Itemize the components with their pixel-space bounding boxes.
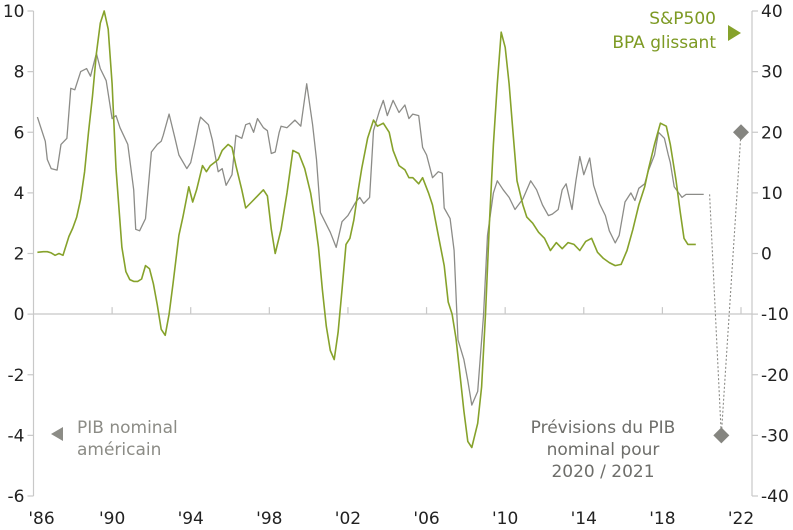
right-tick-label: -30	[761, 426, 789, 446]
legend-sp500-line2: BPA glissant	[612, 33, 716, 53]
right-tick-label: -10	[761, 305, 789, 325]
forecast-label-line1: Prévisions du PIB	[531, 418, 676, 438]
sp500-eps-line	[37, 10, 696, 449]
forecast-layer	[709, 124, 749, 444]
legend-sp500-line1: S&P500	[649, 9, 716, 29]
left-tick-label: 2	[14, 245, 25, 265]
right-tick-label: 10	[761, 184, 783, 204]
x-tick-label: '02	[335, 509, 361, 529]
legend-pib-line2: américain	[77, 440, 161, 460]
x-tick-label: '22	[728, 509, 754, 529]
left-tick-label: 10	[3, 2, 25, 22]
x-tick-label: '94	[178, 509, 204, 529]
left-tick-label: -6	[8, 487, 25, 507]
right-tick-label: -20	[761, 366, 789, 386]
x-tick-label: '06	[413, 509, 439, 529]
legend-pib: PIB nominal américain	[51, 418, 178, 460]
x-tick-label: '18	[649, 509, 675, 529]
x-tick-label: '10	[492, 509, 518, 529]
pib-nominal-line	[36, 52, 704, 406]
forecast-label-line3: 2020 / 2021	[551, 462, 654, 482]
x-tick-label: '86	[28, 509, 54, 529]
arrow-right-icon	[728, 25, 741, 41]
forecast-diamond-marker	[733, 124, 749, 141]
right-tick-label: -40	[761, 487, 789, 507]
arrow-left-icon	[51, 427, 63, 441]
left-tick-label: -4	[8, 426, 25, 446]
right-tick-label: 0	[761, 245, 772, 265]
x-tick-label: '98	[256, 509, 282, 529]
x-axis-ticks: '86 '90 '94 '98 '02 '06 '10 '14 '18 '22	[28, 307, 754, 529]
left-axis-ticks: 10 8 6 4 2 0 -2 -4 -6	[3, 2, 34, 507]
right-tick-label: 30	[761, 63, 783, 83]
forecast-label-line2: nominal pour	[547, 440, 660, 460]
legend-pib-line1: PIB nominal	[77, 418, 178, 438]
right-axis-ticks: 40 30 20 10 0 -10 -20 -30 -40	[752, 2, 789, 507]
legend-sp500: S&P500 BPA glissant	[612, 9, 741, 53]
x-tick-label: '90	[99, 509, 125, 529]
left-tick-label: 6	[14, 123, 25, 143]
left-tick-label: 8	[14, 63, 25, 83]
left-tick-label: 0	[14, 305, 25, 325]
left-tick-label: -2	[8, 366, 25, 386]
x-tick-label: '14	[571, 509, 597, 529]
legend-forecast: Prévisions du PIB nominal pour 2020 / 20…	[531, 418, 676, 482]
right-tick-label: 20	[761, 123, 783, 143]
forecast-diamond-marker	[713, 427, 730, 444]
left-tick-label: 4	[14, 184, 25, 204]
forecast-connector-line	[709, 132, 742, 436]
series-layer	[36, 10, 704, 449]
right-tick-label: 40	[761, 2, 783, 22]
